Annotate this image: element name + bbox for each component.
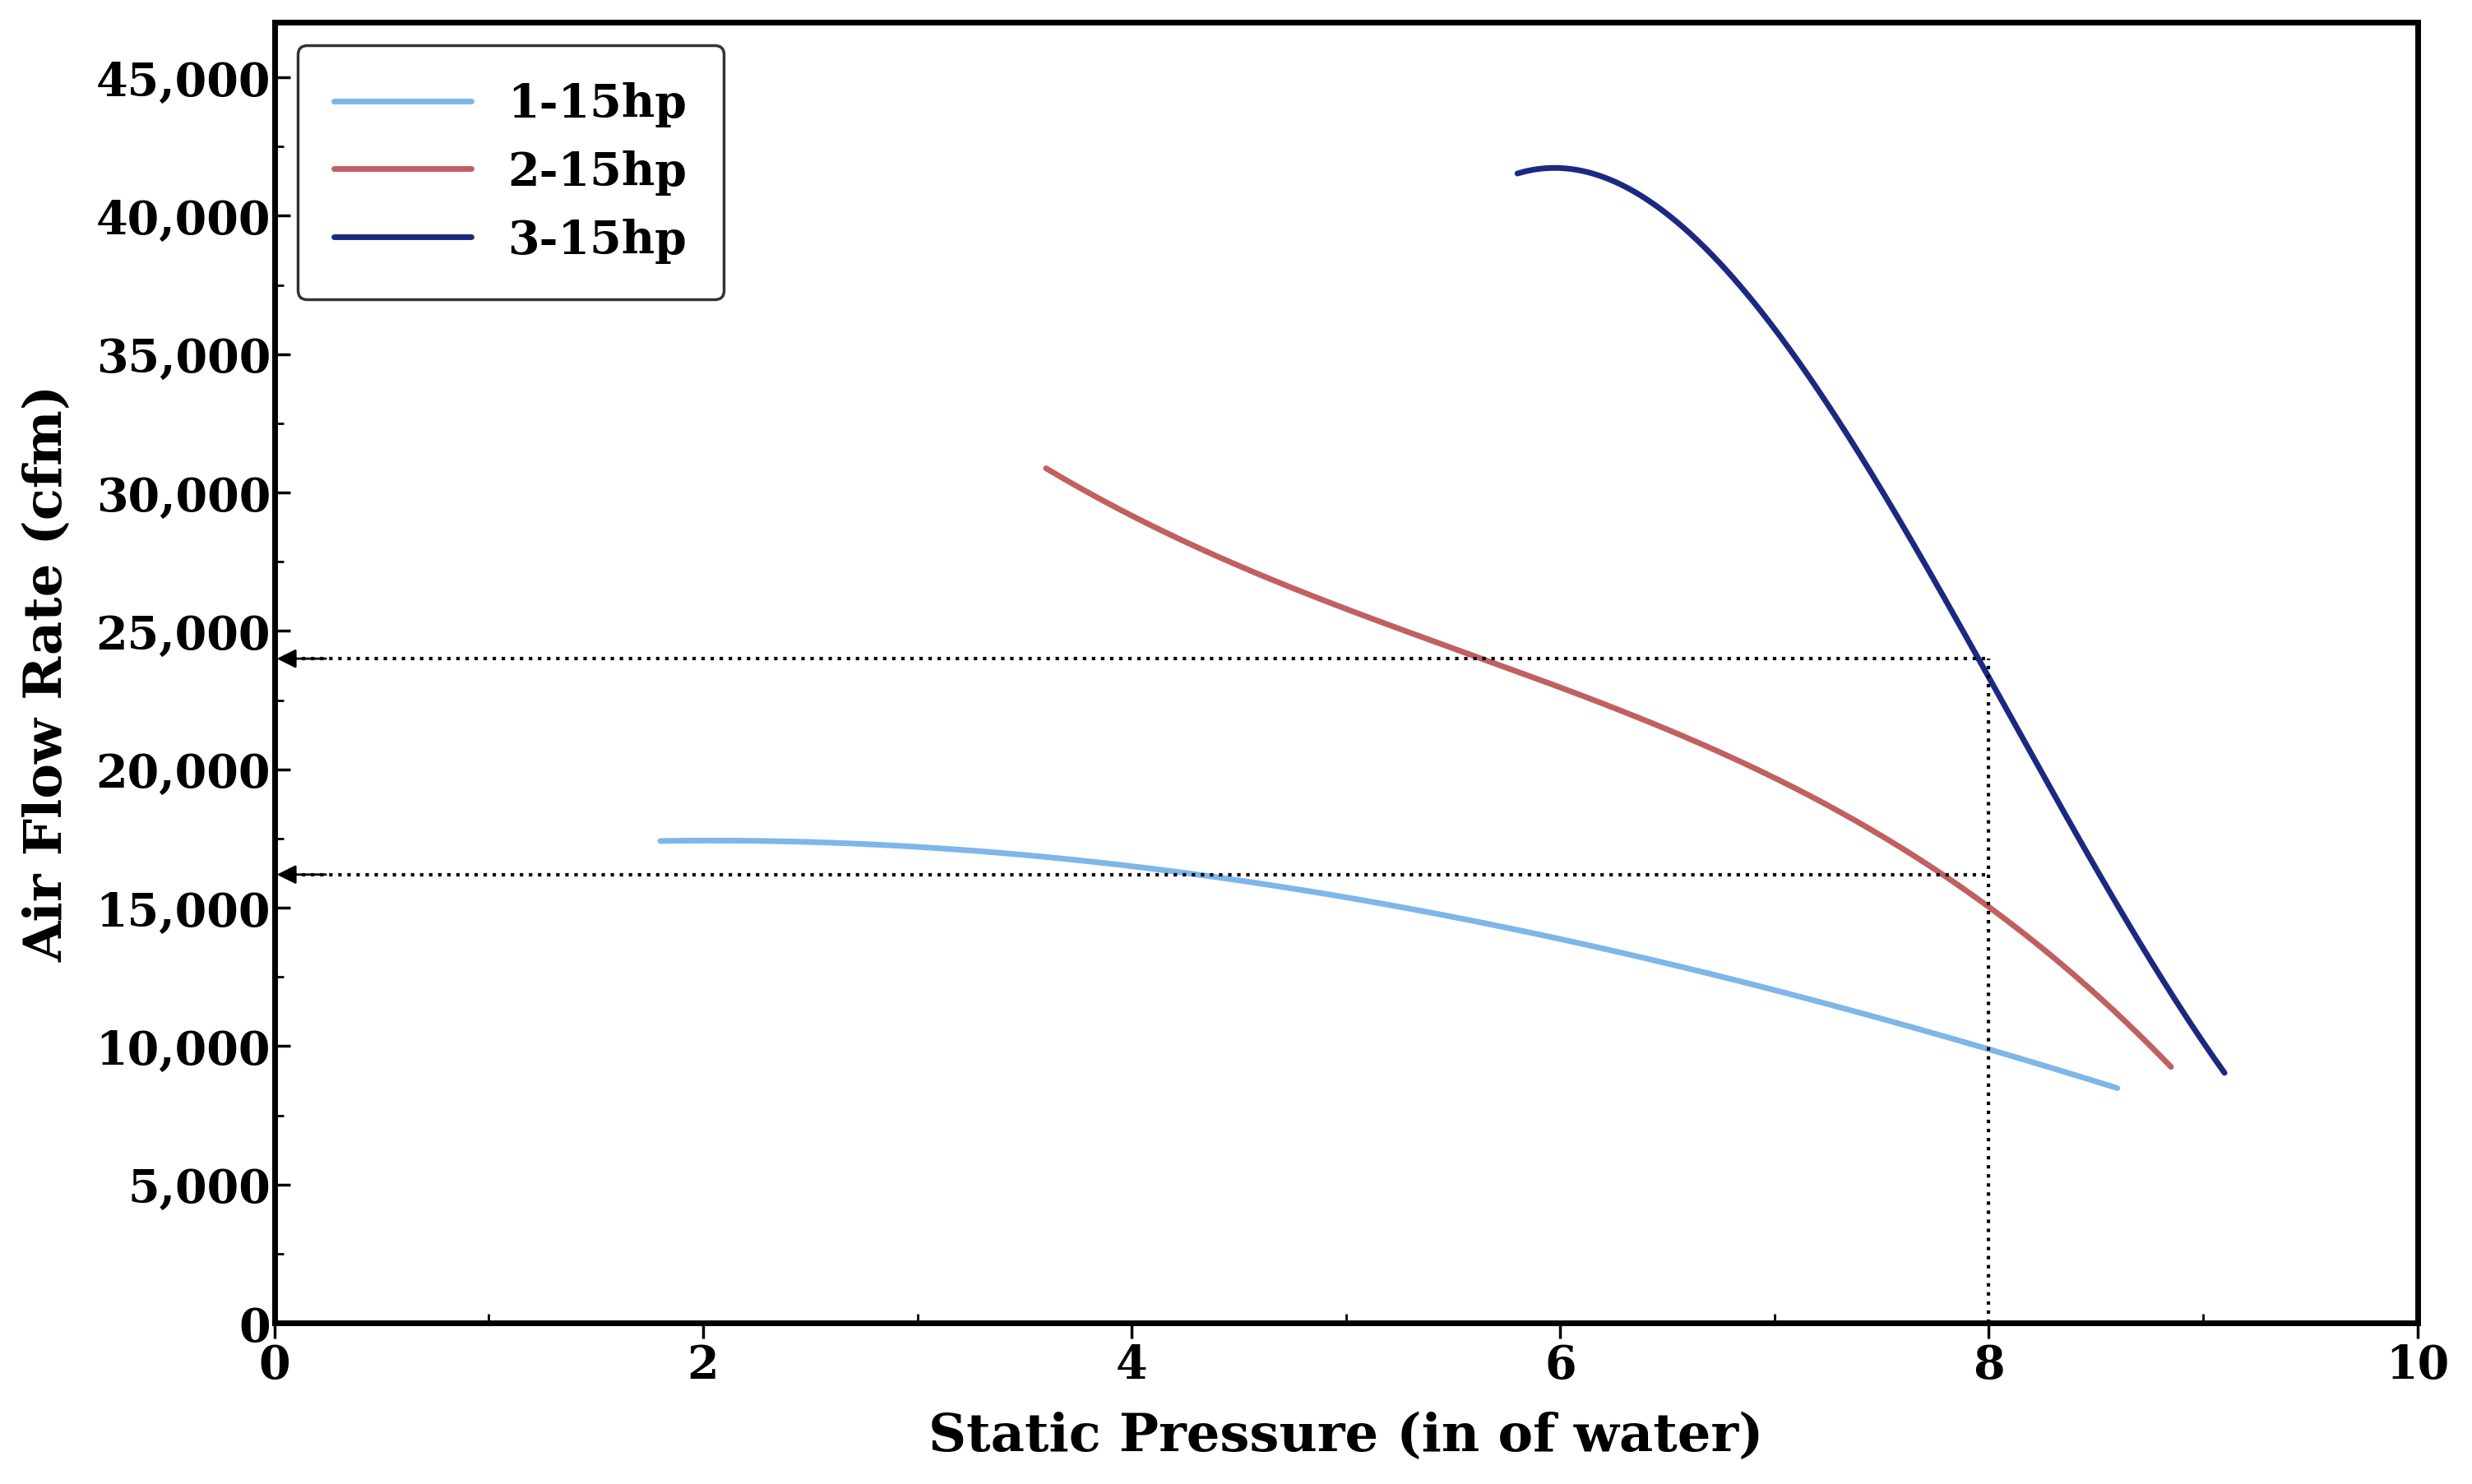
3-15hp	[2146, 968, 2175, 985]
1-15hp	[700, 833, 729, 850]
1-15hp	[2104, 1079, 2133, 1097]
1-15hp	[1513, 923, 1543, 941]
3-15hp	[2101, 893, 2131, 911]
2-15hp	[1698, 741, 1728, 758]
2-15hp	[1701, 742, 1730, 760]
Line: 2-15hp: 2-15hp	[1046, 469, 2170, 1067]
2-15hp	[1036, 462, 1065, 479]
2-15hp	[1031, 460, 1060, 478]
2-15hp	[2052, 959, 2081, 976]
Line: 3-15hp: 3-15hp	[1518, 169, 2225, 1073]
3-15hp	[1938, 604, 1968, 622]
1-15hp	[1879, 1014, 1908, 1031]
1-15hp	[1518, 925, 1547, 942]
2-15hp	[2156, 1058, 2185, 1076]
3-15hp	[2210, 1064, 2240, 1082]
Line: 1-15hp: 1-15hp	[660, 841, 2119, 1088]
2-15hp	[1721, 751, 1750, 769]
3-15hp	[1505, 165, 1535, 183]
Y-axis label: Air Flow Rate (cfm): Air Flow Rate (cfm)	[22, 384, 74, 962]
X-axis label: Static Pressure (in of water): Static Pressure (in of water)	[929, 1411, 1763, 1462]
3-15hp	[1540, 160, 1570, 178]
1-15hp	[650, 833, 680, 850]
1-15hp	[645, 833, 675, 850]
3-15hp	[1923, 579, 1953, 597]
1-15hp	[1970, 1040, 2000, 1058]
1-15hp	[1543, 930, 1572, 948]
2-15hp	[1980, 902, 2010, 920]
3-15hp	[1926, 583, 1955, 601]
3-15hp	[1503, 165, 1533, 183]
Legend: 1-15hp, 2-15hp, 3-15hp: 1-15hp, 2-15hp, 3-15hp	[297, 46, 724, 300]
